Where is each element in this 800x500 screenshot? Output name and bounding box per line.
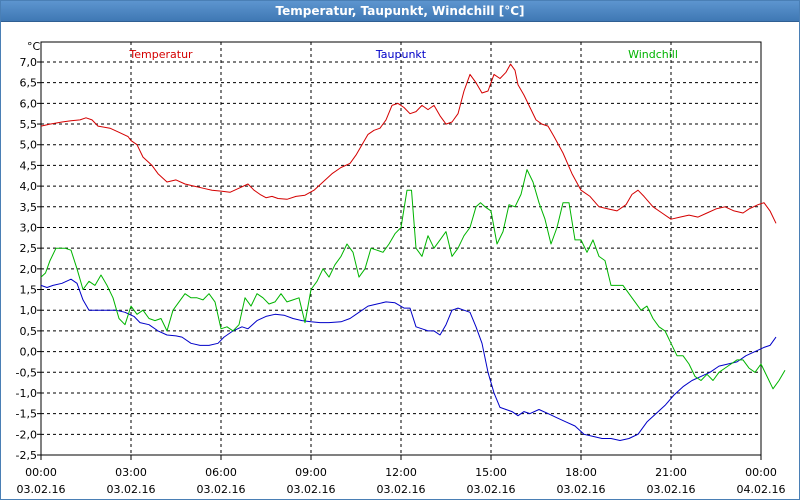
y-tick-label: 4,5: [20, 159, 38, 172]
y-tick-label: 1,0: [20, 304, 38, 317]
y-tick-label: 6,5: [20, 77, 38, 90]
x-tick-time: 03:00: [115, 466, 147, 479]
x-tick-time: 15:00: [475, 466, 507, 479]
y-tick-label: -2,5: [16, 449, 37, 462]
y-tick-label: 3,5: [20, 201, 38, 214]
x-tick-date: 03.02.16: [17, 483, 66, 496]
x-tick-date: 03.02.16: [377, 483, 426, 496]
x-tick-date: 04.02.16: [737, 483, 786, 496]
x-tick-date: 03.02.16: [467, 483, 516, 496]
series-line-temperatur: [40, 63, 777, 224]
x-tick-date: 03.02.16: [287, 483, 336, 496]
series-line-windchill: [40, 169, 786, 390]
legend-windchill: Windchill: [628, 48, 678, 61]
y-tick-label: 2,0: [20, 263, 38, 276]
y-tick-label: 7,0: [20, 56, 38, 69]
y-tick-label: 5,0: [20, 139, 38, 152]
y-tick-label: 3,0: [20, 221, 38, 234]
y-tick-label: 0,5: [20, 325, 38, 338]
x-tick-time: 21:00: [655, 466, 687, 479]
x-tick-date: 03.02.16: [197, 483, 246, 496]
x-tick-date: 03.02.16: [557, 483, 606, 496]
y-tick-label: -1,5: [16, 408, 37, 421]
x-tick-time: 18:00: [565, 466, 597, 479]
legend-taupunkt: Taupunkt: [375, 48, 427, 61]
x-tick-time: 09:00: [295, 466, 327, 479]
plot-frame: [40, 41, 762, 456]
y-tick-label: -0,5: [16, 366, 37, 379]
y-axis-label: °C: [27, 40, 41, 53]
y-tick-label: 5,5: [20, 118, 38, 131]
y-tick-label: 4,0: [20, 180, 38, 193]
x-tick-date: 03.02.16: [107, 483, 156, 496]
x-tick-date: 03.02.16: [647, 483, 696, 496]
y-tick-label: 0,0: [20, 346, 38, 359]
y-tick-label: -2,0: [16, 428, 37, 441]
series-line-taupunkt: [40, 278, 777, 441]
x-tick-time: 00:00: [745, 466, 777, 479]
legend-temperatur: Temperatur: [128, 48, 193, 61]
y-tick-label: 6,0: [20, 97, 38, 110]
x-tick-time: 00:00: [25, 466, 57, 479]
y-tick-label: -1,0: [16, 387, 37, 400]
window-title: Temperatur, Taupunkt, Windchill [°C]: [1, 1, 799, 22]
x-tick-time: 06:00: [205, 466, 237, 479]
chart: 7,0 6,5 6,0 5,5 5,0 4,5 4,0 3,5 3,0 2,5 2,0 1,5 1,0 0…: [16, 40, 786, 496]
y-tick-label: 2,5: [20, 242, 38, 255]
x-tick-time: 12:00: [385, 466, 417, 479]
y-tick-label: 1,5: [20, 284, 38, 297]
